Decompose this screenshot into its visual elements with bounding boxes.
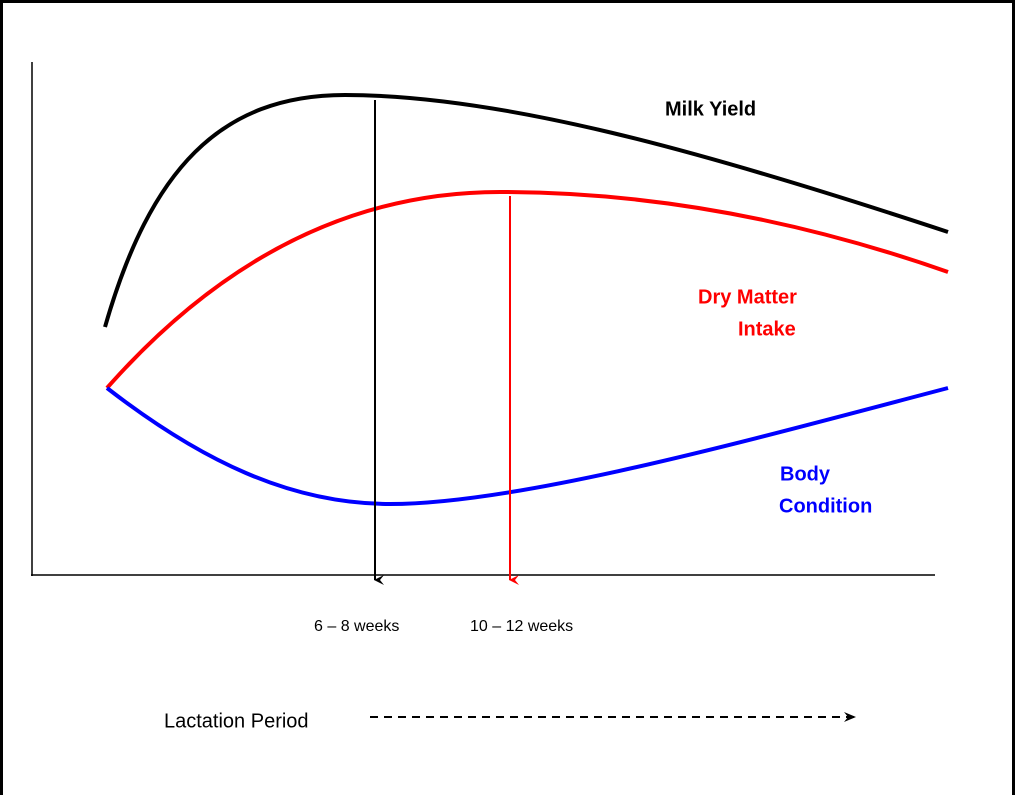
- curve-label: Body: [780, 463, 831, 485]
- x-axis-label: Lactation Period: [164, 710, 309, 732]
- dry-matter-curve: [105, 189, 949, 390]
- curve-label: Milk Yield: [665, 98, 756, 120]
- curve-label: Condition: [779, 495, 872, 517]
- body-condition-curve: [105, 386, 949, 507]
- marker-label: 10 – 12 weeks: [470, 618, 573, 635]
- marker-label: 6 – 8 weeks: [314, 618, 399, 635]
- milk-yield-curve: [103, 92, 949, 328]
- curve-label: Dry Matter: [698, 286, 797, 308]
- curve-label: Intake: [738, 318, 796, 340]
